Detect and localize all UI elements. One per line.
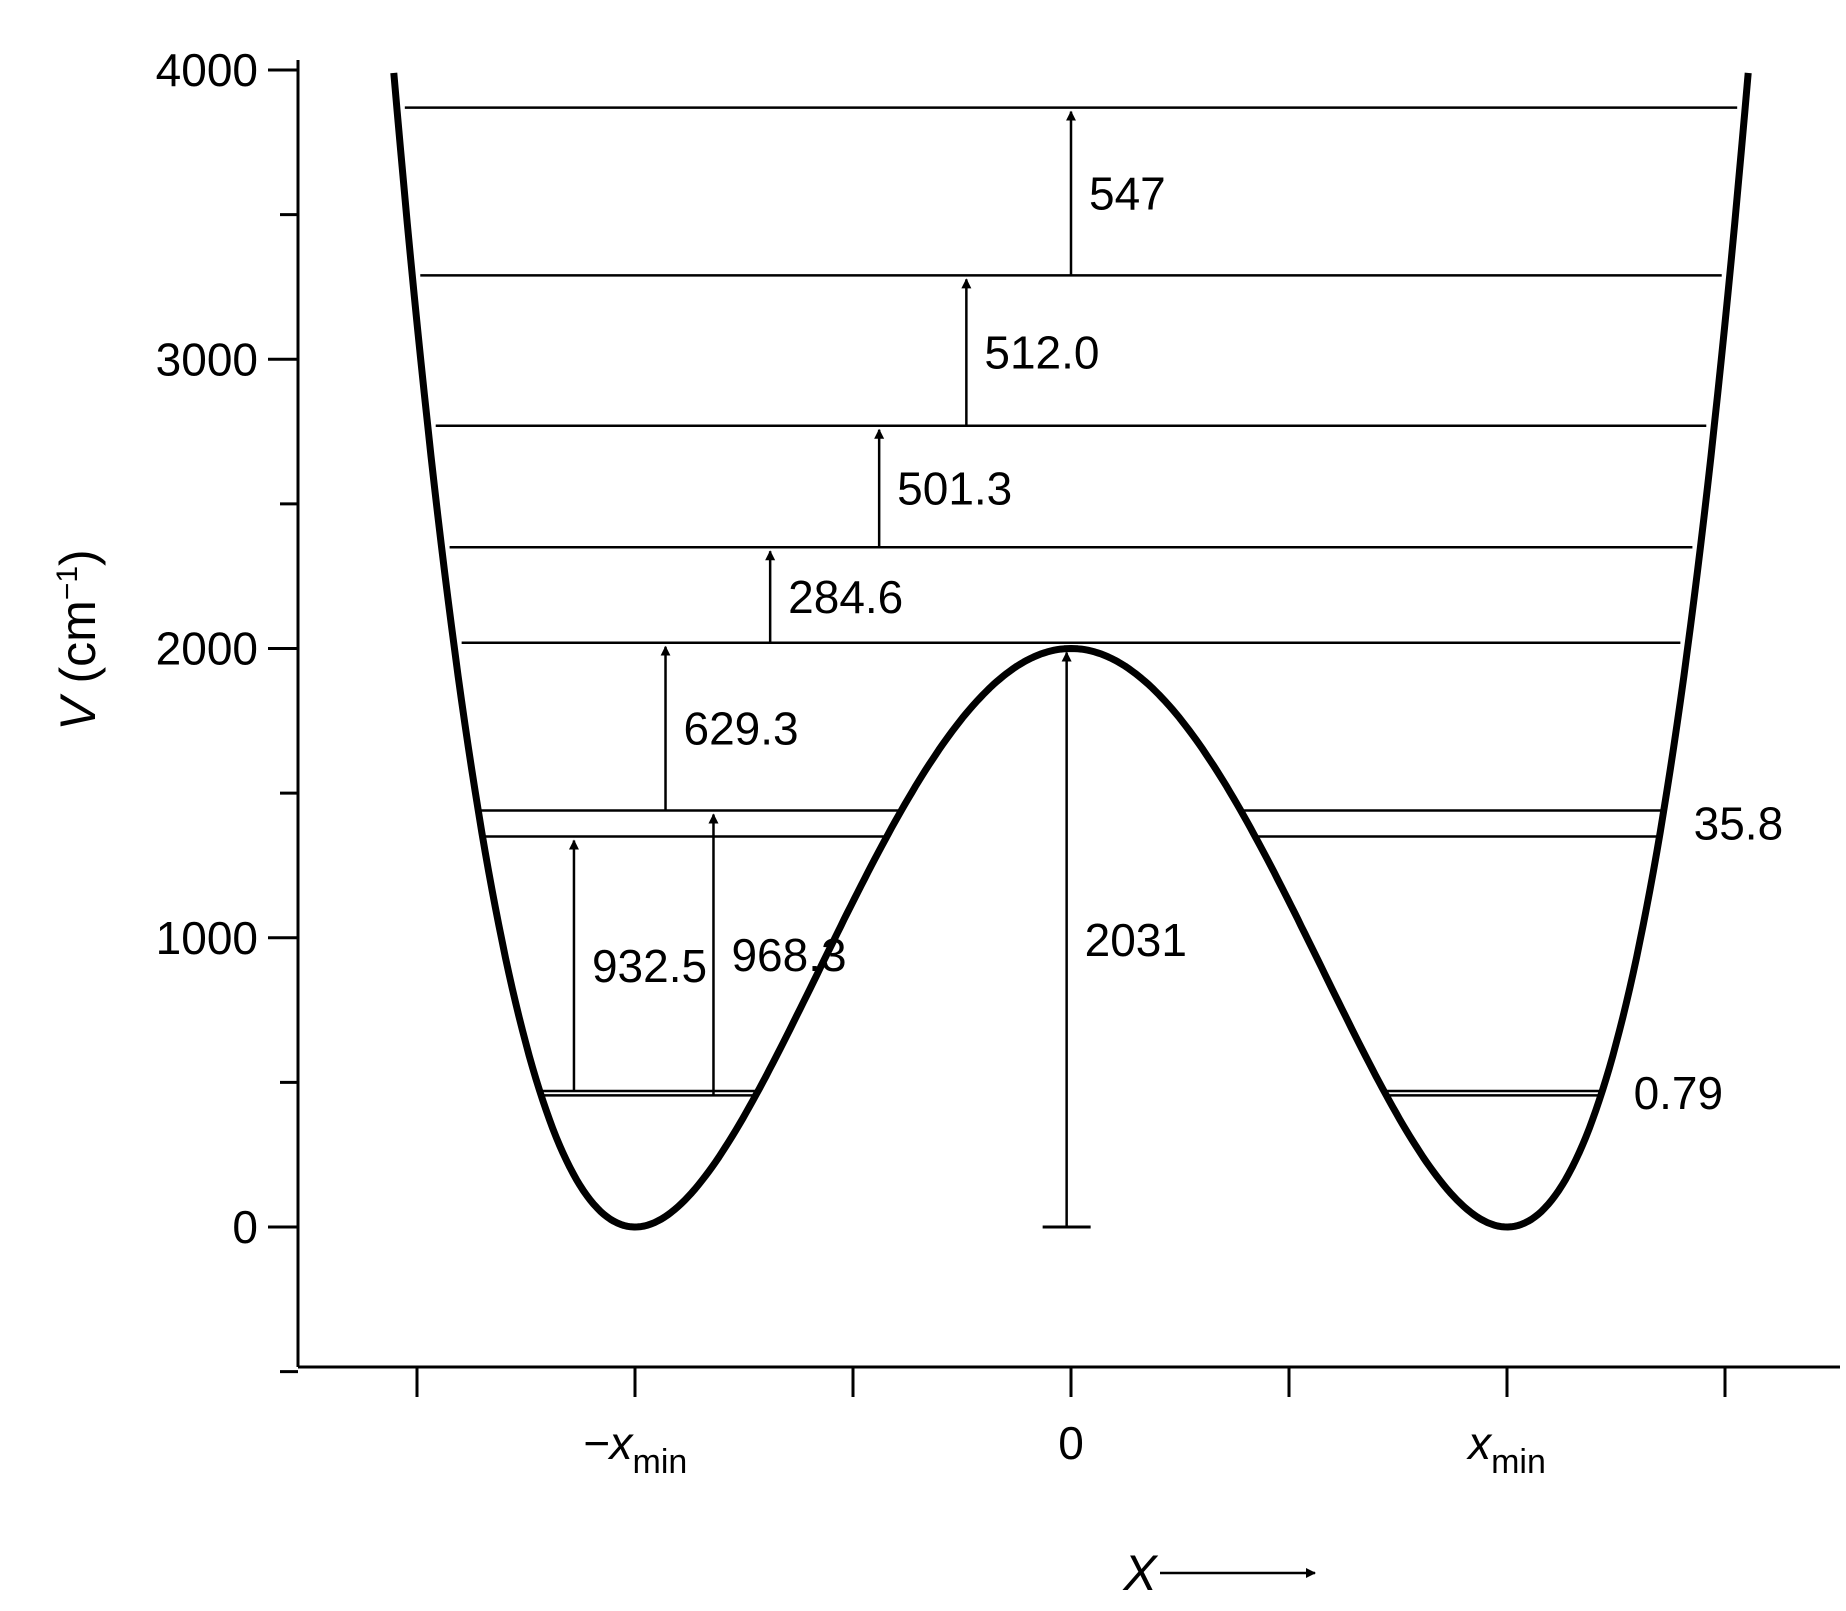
transition-label: 968.3 <box>731 929 846 981</box>
splitting-label: 35.8 <box>1694 797 1784 849</box>
energy-levels-layer <box>404 106 1738 1097</box>
transition-label: 932.5 <box>592 940 707 992</box>
transition-label: 284.6 <box>788 571 903 623</box>
axes <box>268 60 1840 1397</box>
y-axis-title: V (cm−1) <box>50 549 106 730</box>
splitting-label: 0.79 <box>1634 1067 1724 1119</box>
transitions-layer <box>568 110 1091 1229</box>
transition-label: 512.0 <box>984 327 1099 379</box>
y-tick-label: 0 <box>232 1201 258 1253</box>
transition-label: 629.3 <box>684 703 799 755</box>
y-tick-label: 4000 <box>156 44 258 96</box>
x-tick-label: 0 <box>1058 1417 1084 1469</box>
x-tick-label: −xmin <box>583 1417 688 1481</box>
transition-label: 547 <box>1089 167 1166 219</box>
y-tick-label: 3000 <box>156 333 258 385</box>
x-tick-label: xmin <box>1466 1417 1546 1481</box>
potential-curve <box>390 72 1752 1231</box>
transition-label: 501.3 <box>897 463 1012 515</box>
transition-label: 2031 <box>1085 914 1187 966</box>
x-axis-title: X <box>1122 1545 1158 1601</box>
y-tick-label: 2000 <box>156 623 258 675</box>
labels-layer: 0 1000 2000 3000 4000 −xmin 0 xmin X V (cm−1) 932.… <box>50 44 1783 1601</box>
potential-curve-layer <box>390 72 1752 1231</box>
y-tick-label: 1000 <box>156 912 258 964</box>
